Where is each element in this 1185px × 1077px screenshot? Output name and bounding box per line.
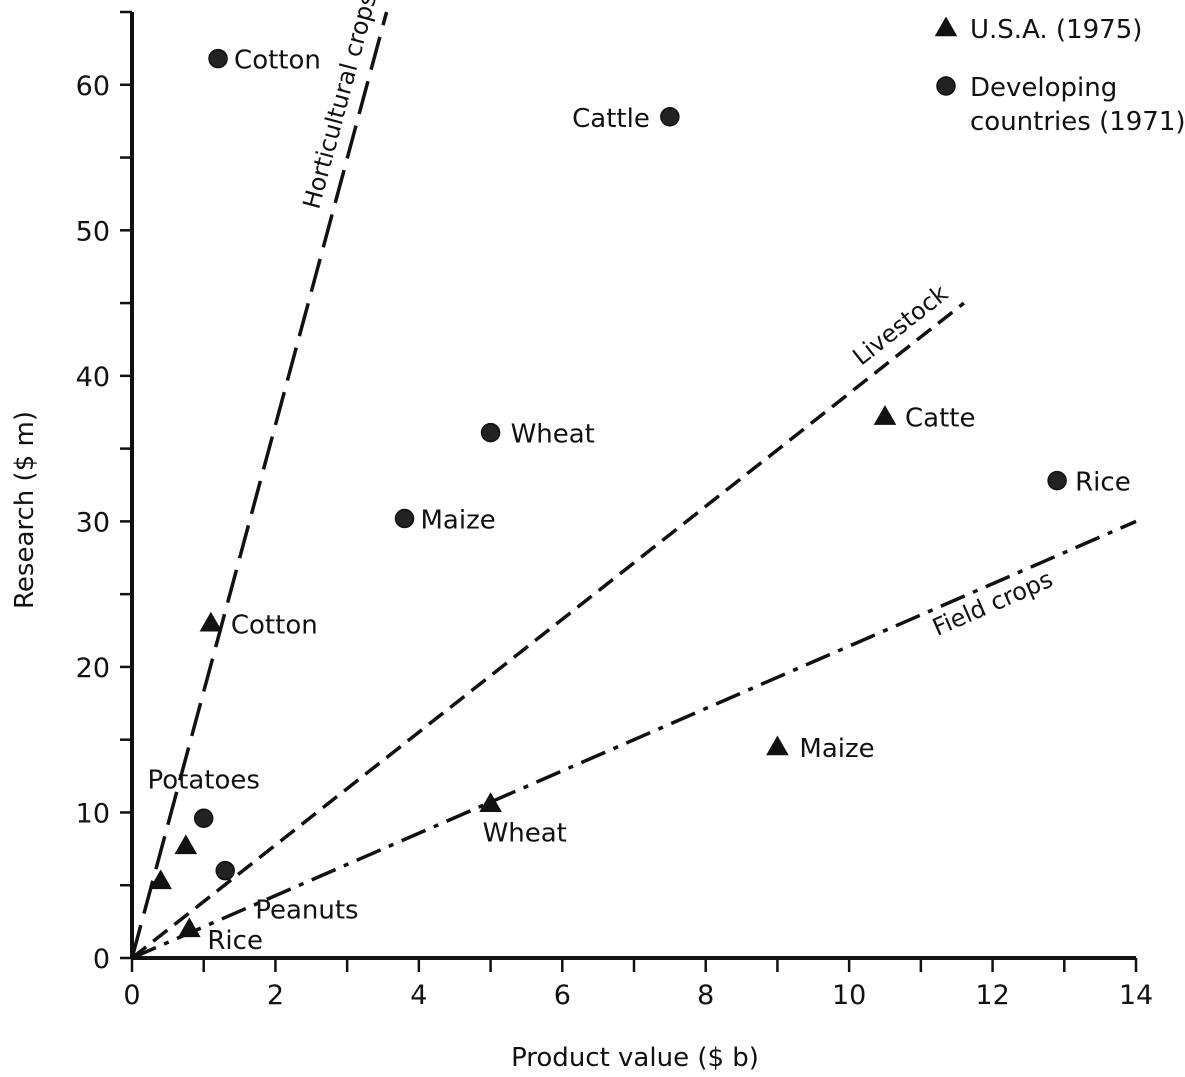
circle-marker [936, 76, 956, 96]
data-points: Cotton Catte Maize Wheat Rice Cotton Cattle Whe… [147, 46, 1130, 956]
point-label: Wheat [483, 819, 567, 849]
point-label: Cotton [231, 610, 318, 640]
y-tick-label: 20 [76, 653, 110, 684]
point-label: Potatoes [147, 765, 259, 795]
x-axis-label: Product value ($ b) [511, 1043, 759, 1073]
triangle-marker [178, 917, 201, 938]
legend-label: countries (1971) [970, 107, 1185, 137]
circle-marker [208, 48, 228, 69]
triangle-marker [934, 16, 958, 37]
y-tick-label: 40 [76, 362, 110, 393]
point-label: Peanuts [255, 896, 358, 926]
x-tick-label: 8 [697, 980, 714, 1011]
x-tick-label: 2 [267, 980, 284, 1011]
point-label: Maize [799, 734, 874, 764]
x-tick-label: 10 [832, 980, 866, 1011]
legend: U.S.A. (1975) Developing countries (1971) [934, 15, 1185, 137]
y-tick-label: 0 [93, 944, 110, 975]
point-label: Rice [207, 926, 263, 956]
reference-line [131, 519, 1137, 960]
point-label: Catte [905, 404, 975, 434]
axes: 0 2 4 6 8 10 12 14 0 10 20 30 40 50 60 [76, 10, 1153, 1011]
triangle-marker [873, 405, 897, 425]
y-tick-label: 30 [76, 507, 110, 538]
x-tick-label: 12 [975, 980, 1009, 1011]
legend-label: U.S.A. (1975) [970, 15, 1142, 45]
x-tick-label: 4 [410, 980, 427, 1011]
y-tick-label: 10 [76, 798, 110, 829]
point-label: Rice [1075, 468, 1131, 498]
triangle-marker [479, 792, 502, 812]
reference-line [130, 11, 389, 959]
point-label: Maize [421, 505, 496, 535]
circle-marker [1047, 470, 1067, 491]
x-tick-label: 14 [1119, 980, 1153, 1011]
y-tick-label: 60 [76, 71, 110, 102]
x-tick-label: 0 [123, 980, 140, 1011]
triangle-marker [199, 611, 223, 632]
y-axis-label: Research ($ m) [10, 411, 40, 609]
circle-marker [193, 808, 214, 829]
legend-label: Developing [970, 73, 1117, 103]
point-label: Cattle [572, 104, 650, 134]
point-label: Wheat [511, 420, 595, 450]
circle-marker [480, 422, 501, 443]
reference-line [130, 301, 965, 960]
circle-marker [215, 860, 235, 881]
reference-line-label: Livestock [847, 279, 953, 371]
circle-marker [660, 107, 680, 127]
point-label: Cotton [234, 46, 321, 76]
circle-marker [394, 508, 415, 529]
y-tick-label: 50 [76, 216, 110, 247]
x-tick-label: 6 [554, 980, 571, 1011]
triangle-marker [174, 834, 198, 855]
triangle-marker [766, 735, 789, 756]
triangle-marker [149, 869, 172, 890]
